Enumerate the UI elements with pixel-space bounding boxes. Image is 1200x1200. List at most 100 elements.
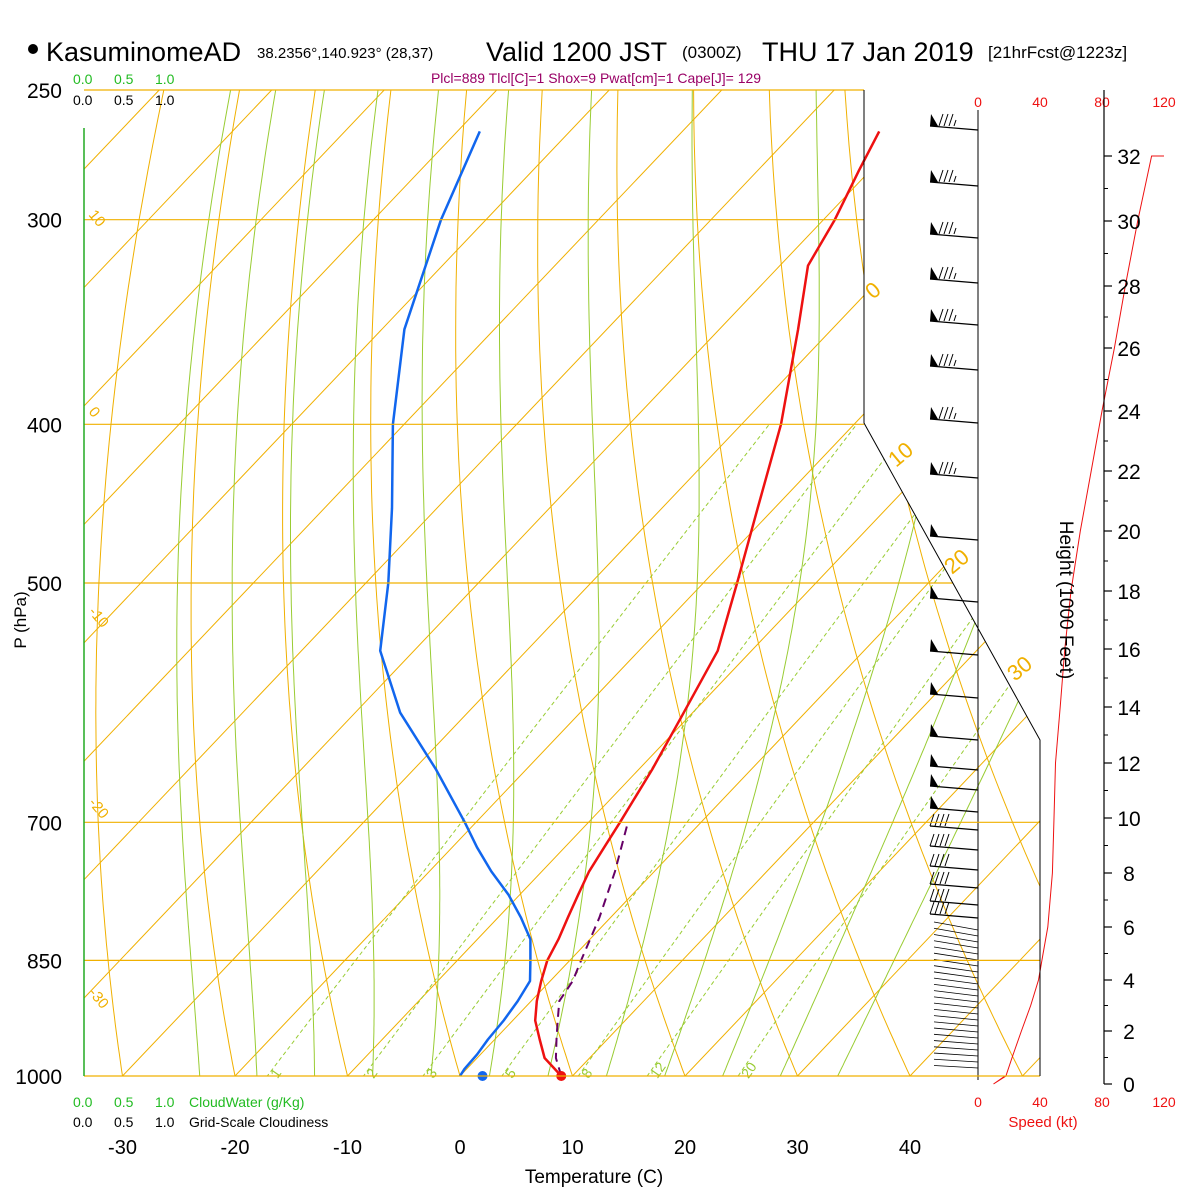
- cloudwater-scale-bottom-1: 0.5: [114, 1094, 134, 1110]
- height-tick-label: 4: [1123, 970, 1135, 993]
- cloudwater-scale-top-1: 0.5: [114, 71, 134, 87]
- dry-adiabat-line: [190, 90, 246, 1076]
- height-tick-label: 28: [1117, 276, 1140, 299]
- speed-tick-bottom: 120: [1152, 1094, 1176, 1110]
- pressure-tick-label: 250: [27, 80, 62, 103]
- isotherm-line: [572, 90, 1040, 1076]
- cloudiness-scale-bottom-2: 1.0: [155, 1114, 175, 1130]
- temperature-tick-label: -20: [221, 1137, 250, 1159]
- moist-adiabat-line: [176, 90, 237, 1076]
- moist-adiabat-line: [421, 90, 443, 1076]
- station-name: KasuminomeAD: [46, 37, 241, 67]
- pressure-tick-label: 300: [27, 210, 62, 233]
- wind-barb: [929, 796, 979, 813]
- wind-barb-low: [933, 1033, 979, 1039]
- wind-barb: [929, 353, 979, 371]
- isotherm-line: [84, 90, 498, 1076]
- wind-barb-low: [933, 952, 979, 961]
- dry-adiabat-line: [95, 90, 171, 1076]
- speed-tick-top: 0: [974, 94, 982, 110]
- chart-grid: [84, 61, 1200, 1111]
- wind-barb-low: [933, 984, 979, 991]
- dry-adiabat-label-right: 20: [939, 544, 974, 579]
- moist-adiabat-line: [595, 90, 700, 1076]
- cloudwater-label: CloudWater (g/Kg): [189, 1094, 304, 1110]
- cloudwater-scale-top-0: 0.0: [73, 71, 93, 87]
- height-tick-label: 16: [1117, 639, 1140, 662]
- moist-adiabat-line: [290, 90, 330, 1076]
- mixing-ratio-line: [713, 424, 1040, 1076]
- wind-barb-low: [933, 977, 979, 985]
- pressure-tick-label: 700: [27, 812, 62, 835]
- wind-barb-low: [933, 1052, 979, 1057]
- wind-speed-line: [993, 155, 1164, 1085]
- height-tick-label: 0: [1123, 1074, 1135, 1097]
- x-axis-title: Temperature (C): [525, 1167, 663, 1188]
- cloudiness-scale-top-2: 1.0: [155, 92, 175, 108]
- wind-barb-low: [933, 990, 979, 997]
- y-axis-title: P (hPa): [11, 591, 30, 648]
- wind-barb: [929, 639, 979, 656]
- wind-barb: [929, 308, 979, 326]
- moist-adiabat-line: [482, 90, 515, 1076]
- mixing-ratio-line: [622, 424, 1040, 1076]
- wind-barb: [929, 901, 979, 919]
- valid-utc: (0300Z): [682, 43, 742, 62]
- dry-adiabat-label: 10: [85, 207, 109, 231]
- wind-barb-low: [933, 1002, 979, 1009]
- stability-indices: Plcl=889 Tlcl[C]=1 Shox=9 Pwat[cm]=1 Cap…: [431, 70, 761, 86]
- mixing-ratio-label: 12: [647, 1059, 669, 1081]
- height-tick-label: 2: [1123, 1021, 1135, 1044]
- dry-adiabat-label: -30: [85, 985, 112, 1013]
- speed-tick-top: 80: [1094, 94, 1110, 110]
- dry-adiabat-line: [992, 90, 1040, 1076]
- cloudiness-scale-top-0: 0.0: [73, 92, 93, 108]
- dry-adiabat-line: [1143, 61, 1200, 1111]
- cloudwater-scale-bottom-0: 0.0: [73, 1094, 93, 1110]
- wind-barb: [929, 221, 979, 239]
- isotherm-line: [84, 90, 385, 1076]
- wind-barb-low: [933, 965, 979, 973]
- valid-date: THU 17 Jan 2019: [762, 37, 974, 67]
- wind-barb: [929, 871, 979, 889]
- wind-barb-low: [933, 927, 979, 937]
- wind-barb: [929, 586, 979, 603]
- forecast-info: [21hrFcst@1223z]: [988, 43, 1127, 62]
- wind-barb: [929, 406, 979, 424]
- dry-adiabat-label: 0: [85, 404, 103, 421]
- cloudwater-scale-bottom-2: 1.0: [155, 1094, 175, 1110]
- wind-barb-low: [933, 1027, 979, 1033]
- cloudiness-scale-bottom-1: 0.5: [114, 1114, 134, 1130]
- wind-barb-low: [933, 940, 979, 949]
- height-tick-label: 30: [1117, 211, 1140, 234]
- wind-barb-low: [933, 1021, 979, 1027]
- moist-adiabat-line: [231, 90, 282, 1076]
- height-tick-label: 32: [1117, 146, 1140, 169]
- speed-tick-bottom: 0: [974, 1094, 982, 1110]
- height-tick-label: 18: [1117, 581, 1140, 604]
- wind-barb-low: [933, 1008, 979, 1015]
- temperature-tick-label: -10: [333, 1137, 362, 1159]
- speed-tick-bottom: 80: [1094, 1094, 1110, 1110]
- dry-adiabat-line: [693, 90, 927, 1076]
- moist-adiabat-line: [820, 90, 1040, 1076]
- mixing-ratio-label: 20: [738, 1059, 760, 1081]
- dry-adiabat-line: [768, 90, 1040, 1076]
- dewpoint-line: [378, 130, 532, 1077]
- mixing-ratio-label: 2: [363, 1065, 381, 1081]
- temperature-tick-label: 0: [454, 1137, 465, 1159]
- valid-time: Valid 1200 JST: [486, 37, 667, 67]
- pressure-tick-label: 400: [27, 414, 62, 437]
- pressure-tick-label: 500: [27, 573, 62, 596]
- temperature-tick-label: 40: [899, 1137, 921, 1159]
- pressure-tick-label: 850: [27, 950, 62, 973]
- mixing-ratio-line: [553, 424, 1040, 1076]
- wind-barb: [929, 113, 979, 131]
- wind-barb-low: [933, 1065, 979, 1069]
- temperature-tick-label: -30: [108, 1137, 137, 1159]
- wind-barb: [929, 754, 979, 771]
- temperature-tick-label: 30: [786, 1137, 808, 1159]
- wind-barb-low: [933, 1046, 979, 1051]
- wind-barb: [929, 266, 979, 284]
- wind-barb: [929, 853, 979, 871]
